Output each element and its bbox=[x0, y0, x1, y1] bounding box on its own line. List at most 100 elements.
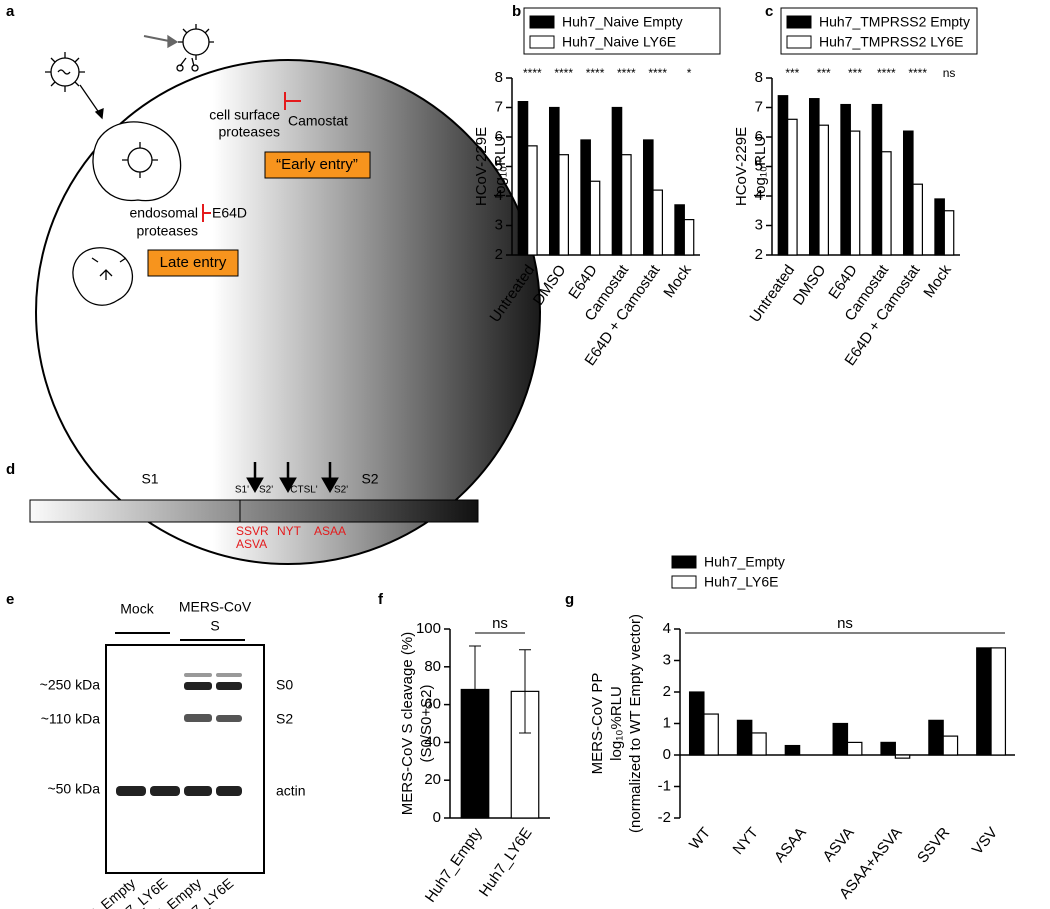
bar bbox=[818, 124, 829, 256]
band-label: actin bbox=[276, 783, 306, 799]
label: MERS-CoV bbox=[179, 599, 252, 615]
bar bbox=[580, 139, 591, 256]
x-tick-label: DMSO bbox=[790, 262, 830, 309]
bar bbox=[846, 741, 863, 756]
y-axis-label: (S0/S0+S2) bbox=[418, 685, 435, 763]
bar bbox=[990, 647, 1007, 756]
bar bbox=[840, 103, 851, 256]
significance: ns bbox=[492, 615, 508, 632]
y-tick-label: 3 bbox=[663, 651, 671, 668]
bar bbox=[880, 741, 896, 756]
y-axis-label: log₁₀%RLU bbox=[608, 686, 625, 761]
label: Camostat bbox=[288, 113, 348, 129]
label: Late entry bbox=[160, 254, 227, 271]
y-tick-label: 80 bbox=[424, 658, 441, 675]
mutant-label: NYT bbox=[277, 524, 302, 538]
y-axis-label: HCoV-229E bbox=[473, 127, 490, 206]
bar bbox=[621, 154, 632, 256]
label: “Early entry” bbox=[276, 156, 358, 173]
y-tick-label: 7 bbox=[755, 98, 763, 115]
legend-swatch bbox=[786, 15, 812, 29]
x-tick-label: SSVR bbox=[914, 824, 953, 866]
panel-label: b bbox=[512, 3, 521, 20]
bar bbox=[688, 691, 705, 756]
x-tick-label: Huh7_LY6E bbox=[476, 825, 536, 900]
y-axis-label: (normalized to WT Empty vector) bbox=[627, 614, 644, 833]
bar bbox=[558, 154, 569, 256]
significance: **** bbox=[586, 66, 605, 80]
significance: **** bbox=[877, 66, 896, 80]
x-tick-label: WT bbox=[686, 824, 714, 853]
label: proteases bbox=[219, 124, 280, 140]
significance: * bbox=[687, 66, 692, 80]
bar bbox=[611, 106, 623, 256]
western-blot: Mock MERS-CoV S ~250 kDa ~110 kDa ~50 kD… bbox=[40, 599, 306, 909]
y-axis-label: MERS-CoV S cleavage (%) bbox=[399, 632, 416, 815]
y-tick-label: 40 bbox=[424, 733, 441, 750]
legend-box bbox=[523, 7, 721, 55]
y-tick-label: 2 bbox=[663, 683, 671, 700]
legend-swatch bbox=[786, 35, 812, 49]
y-tick-label: 4 bbox=[495, 187, 503, 204]
mutant-label: ASAA bbox=[314, 524, 346, 538]
bar bbox=[849, 130, 861, 256]
bar bbox=[881, 151, 892, 256]
x-tick-label: ASVA bbox=[820, 824, 858, 865]
legend-swatch bbox=[671, 555, 697, 569]
bar bbox=[871, 103, 883, 256]
bar bbox=[934, 198, 945, 256]
significance: **** bbox=[617, 66, 636, 80]
significance: **** bbox=[523, 66, 542, 80]
panel-label: c bbox=[765, 3, 773, 20]
legend-label: Huh7_TMPRSS2 Empty bbox=[819, 14, 970, 30]
error-bar bbox=[469, 645, 481, 734]
y-tick-label: 3 bbox=[495, 216, 503, 233]
y-tick-label: 8 bbox=[755, 69, 763, 86]
y-tick-label: 3 bbox=[755, 216, 763, 233]
x-tick-label: Mock bbox=[920, 261, 955, 301]
y-axis-label: log₁₀RLU bbox=[752, 136, 769, 197]
x-tick-label: Mock bbox=[660, 261, 695, 301]
blot-frame bbox=[105, 644, 265, 874]
marker: ~50 kDa bbox=[47, 781, 100, 797]
inhibitor-mark bbox=[202, 204, 211, 222]
x-tick-label: Untreated bbox=[746, 262, 798, 326]
spike-diagram: S1 S2 S1' S2' CTSL' S2' SSVR ASVA NYT AS… bbox=[29, 462, 479, 551]
bar bbox=[808, 98, 820, 256]
y-tick-label: 8 bbox=[495, 69, 503, 86]
y-tick-label: 2 bbox=[495, 246, 503, 263]
label: S bbox=[210, 618, 219, 634]
significance: ns bbox=[943, 66, 956, 80]
y-tick-label: 1 bbox=[663, 714, 671, 731]
bar bbox=[674, 204, 685, 256]
bar bbox=[894, 754, 911, 759]
marker: ~250 kDa bbox=[40, 677, 101, 693]
y-tick-label: 6 bbox=[495, 128, 503, 145]
early-entry-box bbox=[264, 151, 371, 179]
label: S1 bbox=[141, 471, 158, 487]
bar bbox=[777, 95, 789, 256]
arrows bbox=[246, 462, 339, 494]
significance: **** bbox=[554, 66, 573, 80]
y-tick-label: -2 bbox=[658, 809, 671, 826]
legend-swatch bbox=[529, 35, 555, 49]
label: E64D bbox=[212, 205, 247, 221]
label: endosomal bbox=[130, 205, 199, 221]
y-tick-label: 60 bbox=[424, 696, 441, 713]
inhibitor-mark bbox=[284, 92, 301, 110]
label: cell surface bbox=[209, 107, 280, 123]
panel-label: e bbox=[6, 591, 14, 608]
site-label: S1' bbox=[235, 485, 249, 496]
y-axis-label: MERS-CoV PP bbox=[589, 673, 606, 775]
y-axis-label: log₁₀RLU bbox=[492, 136, 509, 197]
bar bbox=[832, 722, 849, 756]
bands bbox=[116, 673, 242, 796]
y-tick-label: 0 bbox=[663, 746, 671, 763]
bar bbox=[751, 732, 767, 756]
legend-swatch bbox=[529, 15, 555, 29]
mutant-label: ASVA bbox=[236, 537, 267, 551]
y-tick-label: 4 bbox=[755, 187, 763, 204]
bar bbox=[642, 139, 654, 256]
